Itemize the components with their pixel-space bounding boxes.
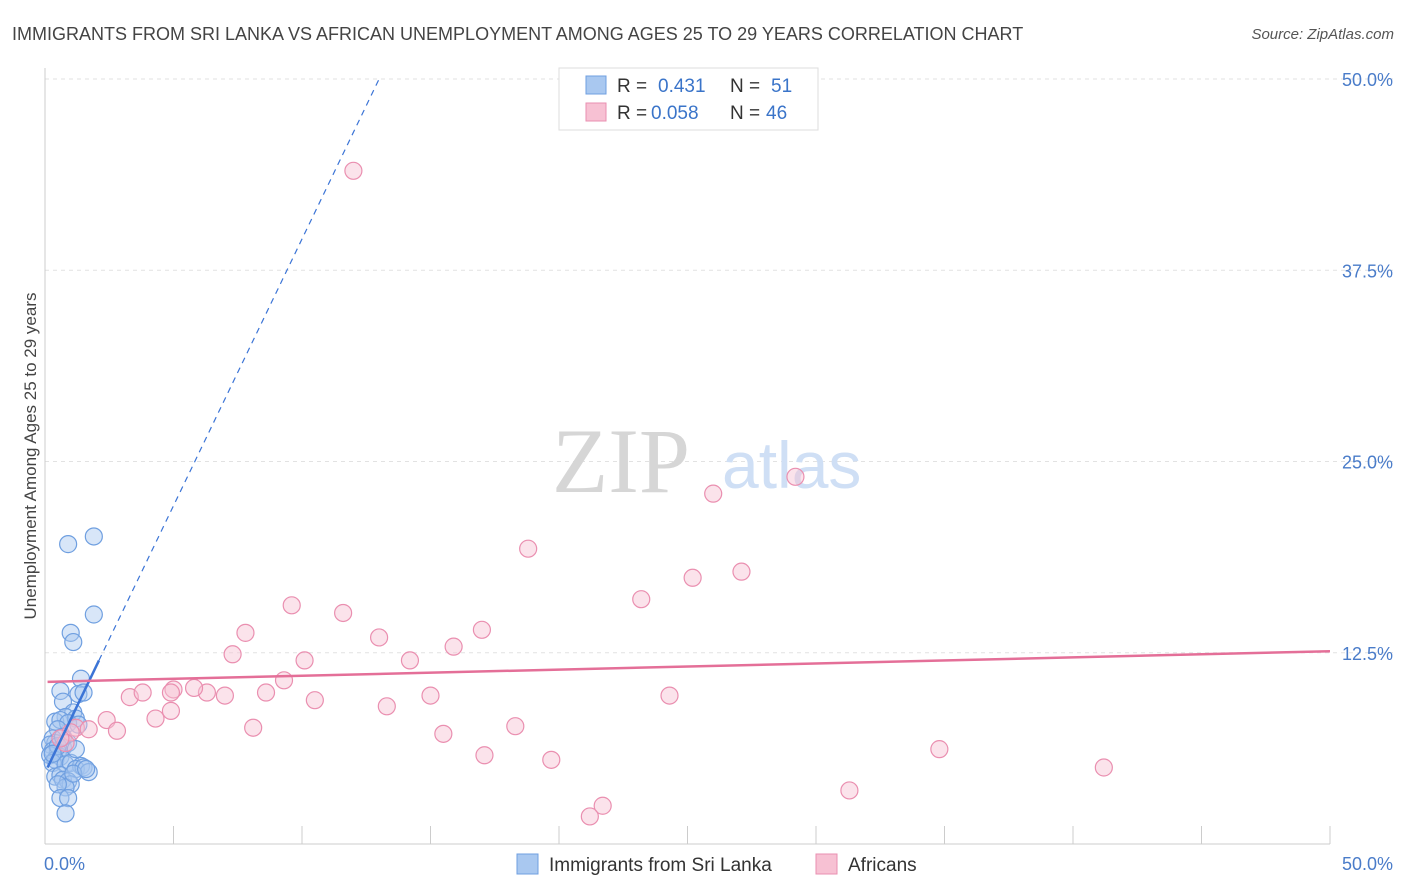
point-africans (519, 539, 538, 558)
point-sri-lanka (59, 535, 78, 554)
chart-source: Source: ZipAtlas.com (1251, 26, 1394, 43)
trendline-sri-lanka (46, 659, 101, 769)
legend-stats-r-label: R = (617, 103, 647, 124)
point-africans (164, 680, 183, 699)
point-africans (421, 686, 440, 705)
point-africans (580, 807, 599, 826)
axis-layer: 12.5% 25.0% 37.5% 50.0% (44, 68, 1393, 845)
point-africans (704, 484, 723, 503)
legend-stats: R = 0.431 N = 51 R = 0.058 N = 46 (558, 67, 819, 131)
point-africans (472, 620, 491, 639)
trend-layer (46, 78, 1331, 769)
point-africans (400, 651, 420, 670)
point-sri-lanka (56, 804, 75, 823)
point-africans (236, 623, 255, 642)
point-sri-lanka (59, 788, 78, 808)
point-africans (683, 568, 702, 587)
point-africans (79, 720, 98, 739)
chart-title: IMMIGRANTS FROM SRI LANKA VS AFRICAN UNE… (12, 24, 1023, 44)
point-africans (786, 467, 805, 486)
point-africans (506, 717, 525, 736)
point-sri-lanka (64, 632, 83, 652)
legend-swatch-sri-lanka (516, 853, 539, 875)
point-africans (146, 709, 165, 728)
point-sri-lanka (84, 605, 103, 624)
legend-series: Immigrants from Sri Lanka Africans (516, 853, 917, 876)
legend-label-sri-lanka: Immigrants from Sri Lanka (549, 855, 772, 876)
legend-stats-swatch-sri-lanka (585, 75, 607, 95)
point-sri-lanka (84, 527, 103, 546)
legend-stats-n-value: 46 (766, 103, 787, 124)
legend-stats-n-label: N = (730, 76, 760, 97)
legend-swatch-africans (815, 853, 838, 875)
point-sri-lanka (61, 775, 80, 794)
point-africans (444, 637, 463, 656)
point-africans (184, 678, 204, 698)
point-africans (107, 721, 127, 740)
grid-layer (45, 78, 1394, 654)
watermark-zip: ZIP (552, 410, 690, 512)
trendline-sri-lanka-extension (98, 78, 380, 661)
legend-stats-n-label: N = (730, 103, 760, 124)
y-axis-label: Unemployment Among Ages 25 to 29 years (21, 293, 40, 620)
point-africans (295, 651, 314, 670)
point-africans (161, 683, 181, 702)
point-sri-lanka (79, 762, 98, 782)
point-africans (244, 718, 263, 737)
point-africans (274, 671, 294, 690)
x-tick-label-min: 0.0% (44, 854, 85, 874)
y-tick-label: 12.5% (1342, 644, 1393, 664)
point-africans (475, 746, 494, 765)
point-africans (161, 701, 181, 720)
point-africans (542, 750, 561, 769)
point-africans (930, 740, 949, 759)
point-africans (370, 628, 389, 647)
legend-stats-r-value: 0.058 (651, 103, 699, 124)
x-tick-label-max: 50.0% (1342, 854, 1393, 874)
point-africans (434, 724, 453, 743)
point-sri-lanka (77, 759, 96, 779)
point-africans (223, 645, 242, 664)
y-tick-label: 50.0% (1342, 70, 1393, 90)
legend-stats-r-label: R = (617, 76, 647, 97)
legend-stats-n-value: 51 (771, 76, 792, 97)
legend-stats-swatch-africans (585, 102, 607, 122)
legend-stats-r-value: 0.431 (658, 76, 706, 97)
point-africans (334, 603, 353, 623)
point-africans (632, 590, 651, 609)
point-africans (1094, 758, 1113, 777)
watermark-atlas: atlas (722, 428, 861, 502)
point-africans (256, 683, 276, 702)
legend-label-africans: Africans (848, 855, 917, 876)
point-africans (305, 691, 324, 710)
trendline-africans (47, 649, 1331, 684)
point-sri-lanka (48, 775, 67, 794)
point-africans (215, 686, 234, 705)
point-africans (660, 686, 679, 705)
point-africans (377, 697, 396, 716)
y-tick-label: 37.5% (1342, 261, 1393, 281)
point-africans (133, 683, 152, 702)
point-africans (344, 161, 363, 180)
point-africans (840, 781, 859, 800)
point-sri-lanka (66, 740, 85, 759)
point-africans (282, 596, 301, 615)
y-tick-label: 25.0% (1342, 453, 1393, 473)
point-sri-lanka (69, 715, 88, 734)
watermark: ZIP atlas (552, 410, 861, 512)
point-africans (593, 796, 612, 815)
points-layer (41, 161, 1113, 826)
point-africans (732, 562, 751, 581)
